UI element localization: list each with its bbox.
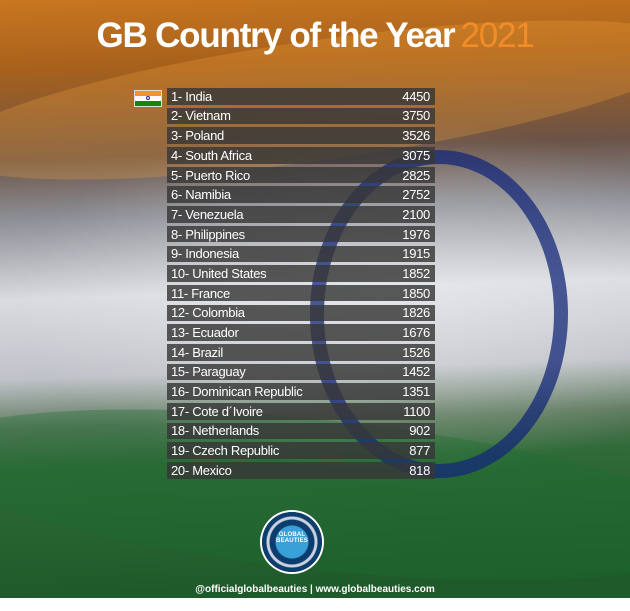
ranking-row: 18- Netherlands 902	[167, 422, 435, 440]
title-year: 2021	[460, 16, 534, 55]
country-label: 12- Colombia	[171, 305, 245, 321]
ranking-row: 17- Cote d´Ivoire 1100	[167, 403, 435, 420]
global-beauties-logo	[262, 512, 322, 572]
country-label: 19- Czech Republic	[171, 443, 280, 459]
country-score: 818	[409, 462, 430, 478]
country-label: 16- Dominican Republic	[171, 384, 303, 400]
country-score: 1351	[402, 384, 430, 400]
country-score: 1526	[402, 344, 430, 360]
country-label: 14- Brazil	[171, 344, 223, 360]
country-label: 18- Netherlands	[171, 423, 259, 439]
country-score: 1452	[402, 364, 430, 380]
country-score: 877	[409, 443, 430, 459]
ranking-row: 5- Puerto Rico 2825	[167, 166, 435, 184]
country-score: 1100	[403, 403, 430, 419]
country-label: 11- France	[171, 285, 230, 301]
ranking-row: 15- Paraguay 1452	[167, 363, 435, 381]
india-flag-icon	[134, 90, 162, 107]
ranking-row: 11- France 1850	[167, 284, 435, 302]
footer-credits: @officialglobalbeauties | www.globalbeau…	[195, 584, 435, 595]
country-label: 5- Puerto Rico	[171, 167, 250, 183]
country-score: 902	[409, 423, 430, 439]
country-label: 13- Ecuador	[171, 325, 239, 341]
ranking-row: 19- Czech Republic 877	[167, 442, 435, 459]
country-label: 2- Vietnam	[171, 108, 231, 124]
ranking-row: 2- Vietnam 3750	[167, 107, 435, 125]
ranking-row: 13- Ecuador 1676	[167, 324, 435, 341]
ranking-row: 16- Dominican Republic 1351	[167, 383, 435, 400]
ranking-row: 4- South Africa 3075	[167, 147, 435, 164]
title-text: GB Country of the Year	[96, 16, 455, 55]
ranking-row: 14- Brazil 1526	[167, 343, 435, 361]
country-score: 2100	[402, 206, 430, 222]
country-score: 3075	[402, 147, 430, 163]
country-score: 2825	[402, 167, 430, 183]
country-label: 20- Mexico	[171, 462, 232, 478]
country-label: 7- Venezuela	[171, 206, 244, 222]
country-label: 3- Poland	[171, 128, 224, 144]
country-label: 8- Philippines	[171, 226, 245, 242]
country-score: 1676	[402, 325, 430, 341]
country-label: 4- South Africa	[171, 147, 252, 163]
country-label: 9- Indonesia	[171, 246, 239, 262]
logo-text: GLOBAL BEAUTIES	[276, 532, 308, 544]
country-label: 6- Namibia	[171, 187, 231, 203]
ranking-row: 6- Namibia 2752	[167, 186, 435, 204]
ranking-row: 9- Indonesia 1915	[167, 245, 435, 263]
ranking-row: 1- India 4450	[167, 88, 435, 105]
country-label: 17- Cote d´Ivoire	[171, 403, 263, 419]
country-score: 3526	[402, 128, 430, 144]
ranking-row: 8- Philippines 1976	[167, 225, 435, 243]
country-label: 1- India	[171, 88, 212, 104]
country-score: 1976	[402, 226, 430, 242]
ranking-row: 7- Venezuela 2100	[167, 206, 435, 223]
country-score: 1852	[402, 265, 430, 281]
ranking-row: 3- Poland 3526	[167, 127, 435, 144]
ranking-list: 1- India 4450 2- Vietnam 3750 3- Poland 3526 4…	[167, 88, 435, 482]
ranking-row: 10- United States 1852	[167, 265, 435, 282]
country-score: 3750	[402, 108, 430, 124]
ranking-row: 20- Mexico 818	[167, 462, 435, 479]
country-label: 15- Paraguay	[171, 364, 246, 380]
page-title: GB Country of the Year 2021	[0, 16, 630, 56]
ranking-row: 12- Colombia 1826	[167, 304, 435, 322]
country-score: 1826	[402, 305, 430, 321]
country-score: 4450	[402, 88, 430, 104]
country-label: 10- United States	[171, 265, 267, 281]
country-score: 1850	[402, 285, 430, 301]
country-score: 1915	[402, 246, 430, 262]
country-score: 2752	[402, 187, 430, 203]
